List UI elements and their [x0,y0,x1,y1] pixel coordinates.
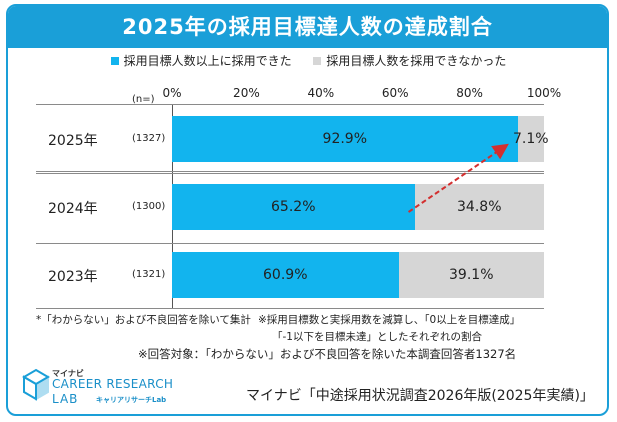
source-citation: マイナビ「中途採用状況調査2026年版(2025年実績)」 [246,388,594,404]
logo-sub: キャリアリサーチLab [96,396,167,404]
row-n-value: (1327) [132,133,166,144]
x-tick-label: 40% [307,86,335,100]
row-separator-double [36,171,544,174]
bar-label-achieved: 60.9% [263,267,308,283]
row-separator-bottom [36,308,544,309]
bar-not-achieved [398,252,544,298]
chart-frame: 2025年の採用目標達人数の達成割合 [6,4,609,416]
note-right-2: 「-1以下を目標未達」としたそれぞれの割合 [272,331,482,343]
x-tick-label: 0% [162,86,182,100]
bar-label-not-achieved: 7.1% [512,131,549,147]
bar-not-achieved [517,116,544,162]
row-n-value: (1321) [132,269,166,280]
logo-career-research: CAREER RESEARCH [52,377,174,391]
logo-lab: LAB [52,392,79,406]
legend: 採用目標人数以上に採用できた 採用目標人数を採用できなかった [0,52,617,69]
legend-label-achieved: 採用目標人数以上に採用できた [123,54,292,68]
bar-achieved [172,252,399,298]
n-header: (n=) [132,94,155,105]
chart-title: 2025年の採用目標達人数の達成割合 [8,6,607,48]
row-separator-mid [36,243,544,244]
legend-swatch-grey [313,57,322,65]
bar-label-achieved: 92.9% [322,131,368,147]
logo-mynavi: マイナビ [52,369,84,378]
bar-label-achieved: 65.2% [271,199,316,215]
note-respondents: ※回答対象：「わからない」および不良回答を除いた本調査回答者1327名 [138,347,517,361]
legend-item-achieved: 採用目標人数以上に採用できた [110,52,292,69]
x-tick-label: 60% [381,86,409,100]
note-left: *「わからない」および不良回答を除いて集計 [36,314,251,326]
x-tick-label: 100% [526,86,562,100]
legend-item-not-achieved: 採用目標人数を採用できなかった [313,52,506,69]
row-n-value: (1300) [132,201,166,212]
bar-label-not-achieved: 34.8% [457,199,502,215]
row-year-label: 2025年 [48,133,98,149]
row-year-label: 2024年 [48,201,98,217]
row-separator-top [36,104,544,105]
legend-swatch-blue [110,57,119,65]
x-tick-label: 80% [456,86,483,100]
career-research-lab-cube-icon [22,368,50,401]
row-year-label: 2023年 [48,269,98,285]
bar-label-not-achieved: 39.1% [449,267,494,283]
legend-label-not-achieved: 採用目標人数を採用できなかった [326,54,507,68]
note-right-1: ※採用目標数と実採用数を減算し、「0以上を目標達成」 [258,314,521,326]
x-tick-label: 20% [233,86,260,100]
bar-achieved [172,184,415,230]
